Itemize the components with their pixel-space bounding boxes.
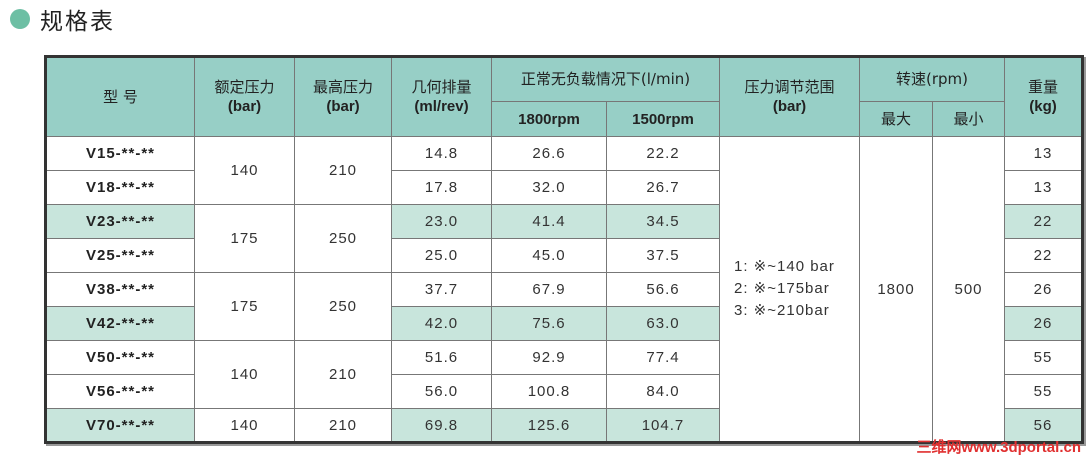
weight-cell: 13 — [1004, 170, 1084, 205]
speed-min-cell: 500 — [931, 136, 1006, 443]
header-label: 1800rpm — [518, 110, 580, 128]
header-label: 重量 — [1028, 78, 1059, 96]
speed-max-cell: 1800 — [859, 136, 933, 443]
header-speed-max: 最大 — [859, 101, 933, 137]
rated-pressure-cell: 140 — [194, 340, 295, 409]
watermark: 三维网www.3dportal.cn — [916, 439, 1081, 456]
weight-cell: 13 — [1004, 136, 1084, 171]
rated-pressure-cell: 175 — [194, 204, 295, 273]
range-line: 2: ※~175bar — [734, 280, 830, 297]
table-row: V70-**-** 140 210 69.8 125.6 104.7 56 — [45, 408, 1084, 443]
header-model: 型 号 — [45, 56, 195, 137]
flow-1500-cell: 56.6 — [606, 272, 720, 307]
weight-cell: 26 — [1004, 272, 1084, 307]
table-row: V38-**-** 175 250 37.7 67.9 56.6 26 — [45, 272, 1084, 341]
rated-pressure-cell: 140 — [194, 408, 295, 443]
flow-1800-cell: 26.6 — [491, 136, 607, 171]
displacement-cell: 42.0 — [391, 306, 492, 341]
flow-1500-cell: 26.7 — [606, 170, 720, 205]
header-displacement: 几何排量 (ml/rev) — [391, 56, 492, 137]
displacement-cell: 56.0 — [391, 374, 492, 409]
max-pressure-cell: 250 — [294, 272, 392, 341]
header-unit: (bar) — [772, 98, 807, 115]
displacement-cell: 37.7 — [391, 272, 492, 307]
table-row: V25-**-** 25.0 45.0 37.5 22 — [45, 238, 1084, 273]
flow-1800-cell: 75.6 — [491, 306, 607, 341]
table-row: V56-**-** 56.0 100.8 84.0 55 — [45, 374, 1084, 409]
flow-1800-cell: 92.9 — [491, 340, 607, 375]
header-unit: (ml/rev) — [414, 98, 469, 115]
flow-1800-cell: 100.8 — [491, 374, 607, 409]
displacement-cell: 17.8 — [391, 170, 492, 205]
model-cell: V23-**-** — [45, 204, 195, 239]
max-pressure-cell: 250 — [294, 204, 392, 273]
flow-1500-cell: 22.2 — [606, 136, 720, 171]
weight-cell: 26 — [1004, 306, 1084, 341]
header-range: 压力调节范围 (bar) — [719, 56, 860, 137]
header-rated-pressure: 额定压力 (bar) — [194, 56, 295, 137]
rated-pressure-cell: 140 — [194, 136, 295, 205]
displacement-cell: 14.8 — [391, 136, 492, 171]
weight-cell: 55 — [1004, 374, 1084, 409]
weight-cell: 56 — [1004, 408, 1084, 443]
spec-table: 型 号 额定压力 (bar) 最高压力 (bar) 几何排量 (ml/rev) 正常无… — [44, 55, 1085, 444]
header-unit: (bar) — [227, 98, 262, 115]
header-label: 几何排量 — [411, 78, 472, 96]
displacement-cell: 23.0 — [391, 204, 492, 239]
flow-1500-cell: 34.5 — [606, 204, 720, 239]
header-flow-1800: 1800rpm — [491, 101, 607, 137]
table-row: V42-**-** 42.0 75.6 63.0 26 — [45, 306, 1084, 341]
model-cell: V18-**-** — [45, 170, 195, 205]
table-row: V18-**-** 17.8 32.0 26.7 13 — [45, 170, 1084, 205]
displacement-cell: 51.6 — [391, 340, 492, 375]
rated-pressure-cell: 175 — [194, 272, 295, 341]
flow-1800-cell: 41.4 — [491, 204, 607, 239]
header-label: 额定压力 — [214, 78, 275, 96]
table-row: V23-**-** 175 250 23.0 41.4 34.5 22 — [45, 204, 1084, 273]
header-flow: 正常无负载情况下(l/min) — [491, 56, 720, 102]
header-weight: 重量 (kg) — [1004, 56, 1084, 137]
model-cell: V70-**-** — [45, 408, 195, 443]
max-pressure-cell: 210 — [294, 136, 392, 205]
model-cell: V15-**-** — [45, 136, 195, 171]
flow-1500-cell: 84.0 — [606, 374, 720, 409]
model-cell: V42-**-** — [45, 306, 195, 341]
displacement-cell: 69.8 — [391, 408, 492, 443]
table-row: V15-**-** 140 210 14.8 26.6 22.2 1: ※~140 bar 2… — [45, 136, 1084, 443]
flow-1800-cell: 32.0 — [491, 170, 607, 205]
header-speed: 转速(rpm) — [858, 56, 1006, 102]
flow-1800-cell: 67.9 — [491, 272, 607, 307]
weight-cell: 22 — [1004, 238, 1084, 273]
model-cell: V56-**-** — [45, 374, 195, 409]
header-max-pressure: 最高压力 (bar) — [294, 56, 392, 137]
weight-cell: 22 — [1004, 204, 1084, 239]
weight-cell: 55 — [1004, 340, 1084, 375]
header-label: 压力调节范围 — [744, 78, 835, 96]
section-title: 规格表 — [10, 2, 115, 36]
range-line: 1: ※~140 bar — [734, 258, 835, 275]
section-title-text: 规格表 — [40, 9, 115, 35]
displacement-cell: 25.0 — [391, 238, 492, 273]
bullet-dot-icon — [10, 9, 30, 29]
flow-1500-cell: 104.7 — [606, 408, 720, 443]
max-pressure-cell: 210 — [294, 408, 392, 443]
flow-1800-cell: 45.0 — [491, 238, 607, 273]
header-unit: (kg) — [1029, 98, 1057, 115]
pressure-range-cell: 1: ※~140 bar 2: ※~175bar 3: ※~210bar — [719, 136, 860, 443]
flow-1500-cell: 77.4 — [606, 340, 720, 375]
header-flow-1500: 1500rpm — [606, 101, 720, 137]
flow-1500-cell: 63.0 — [606, 306, 720, 341]
max-pressure-cell: 210 — [294, 340, 392, 409]
header-unit: (bar) — [326, 98, 360, 115]
header-speed-min: 最小 — [931, 101, 1006, 137]
model-cell: V25-**-** — [45, 238, 195, 273]
header-label: 1500rpm — [632, 110, 694, 128]
model-cell: V50-**-** — [45, 340, 195, 375]
header-label: 最高压力 — [312, 78, 373, 96]
flow-1500-cell: 37.5 — [606, 238, 720, 273]
spec-table-body: V15-**-** 140 210 14.8 26.6 22.2 1: ※~140 bar 2… — [45, 136, 1084, 443]
range-line: 3: ※~210bar — [734, 302, 830, 319]
flow-1800-cell: 125.6 — [491, 408, 607, 443]
model-cell: V38-**-** — [45, 272, 195, 307]
